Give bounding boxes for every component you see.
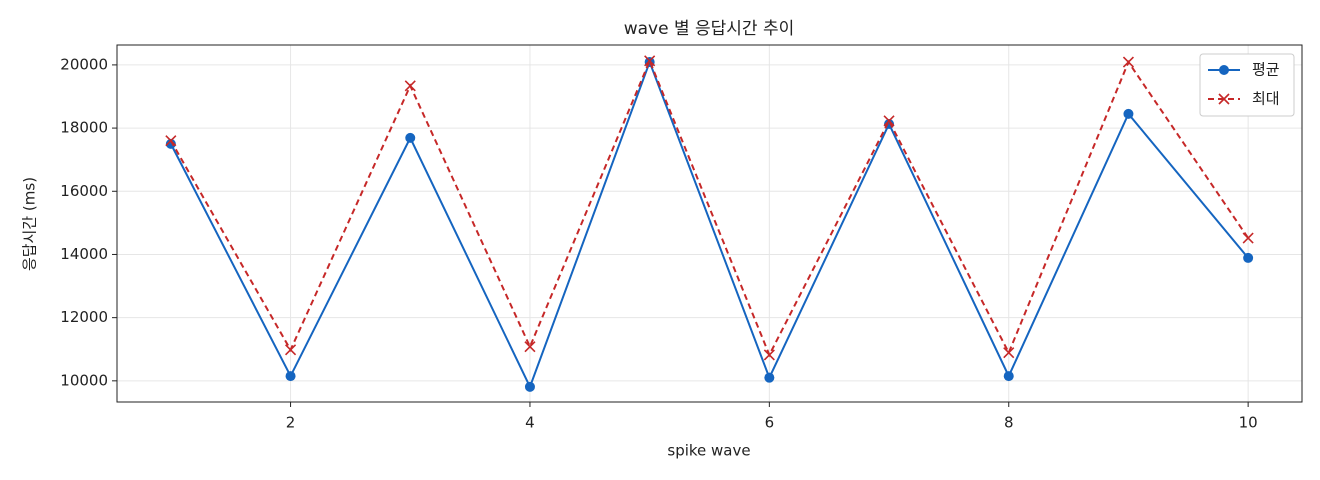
x-tick-label: 8: [1004, 414, 1014, 432]
marker: [404, 80, 416, 92]
plot-frame: [116, 44, 1303, 403]
x-tick-label: 6: [765, 414, 775, 432]
marker: [524, 341, 536, 353]
legend-label: 최대: [1252, 90, 1280, 108]
x-axis-label: spike wave: [667, 442, 750, 460]
chart-title: wave 별 응답시간 추이: [624, 19, 795, 39]
y-tick-label: 10000: [60, 371, 108, 389]
x-tick-label: 2: [286, 414, 296, 432]
marker: [1243, 252, 1254, 263]
series-line: [169, 58, 1249, 358]
y-tick-label: 16000: [60, 182, 108, 200]
legend-marker: [1219, 65, 1229, 75]
marker: [644, 57, 655, 68]
marker: [405, 132, 416, 143]
marker: [883, 115, 895, 127]
marker: [764, 372, 775, 383]
y-axis-label: 응답시간 (ms): [21, 177, 39, 271]
series-line: [169, 59, 1249, 390]
marker: [1003, 347, 1015, 359]
legend-marker: [1218, 93, 1230, 105]
marker: [165, 135, 177, 147]
marker: [285, 371, 296, 382]
marker: [284, 344, 297, 356]
y-tick-label: 20000: [60, 55, 108, 73]
marker: [1122, 56, 1135, 68]
marker: [1242, 232, 1254, 244]
y-tick-label: 14000: [60, 245, 108, 263]
x-tick-label: 10: [1239, 414, 1258, 432]
marker: [644, 55, 656, 67]
legend-box: [1199, 53, 1295, 117]
y-tick-label: 12000: [60, 308, 108, 326]
marker: [763, 349, 775, 361]
marker: [524, 381, 535, 392]
legend-label: 평균: [1252, 61, 1280, 79]
y-tick-label: 18000: [60, 119, 108, 137]
x-tick-label: 4: [525, 414, 535, 432]
marker: [165, 138, 176, 149]
marker: [1123, 108, 1134, 119]
marker: [1003, 371, 1014, 382]
